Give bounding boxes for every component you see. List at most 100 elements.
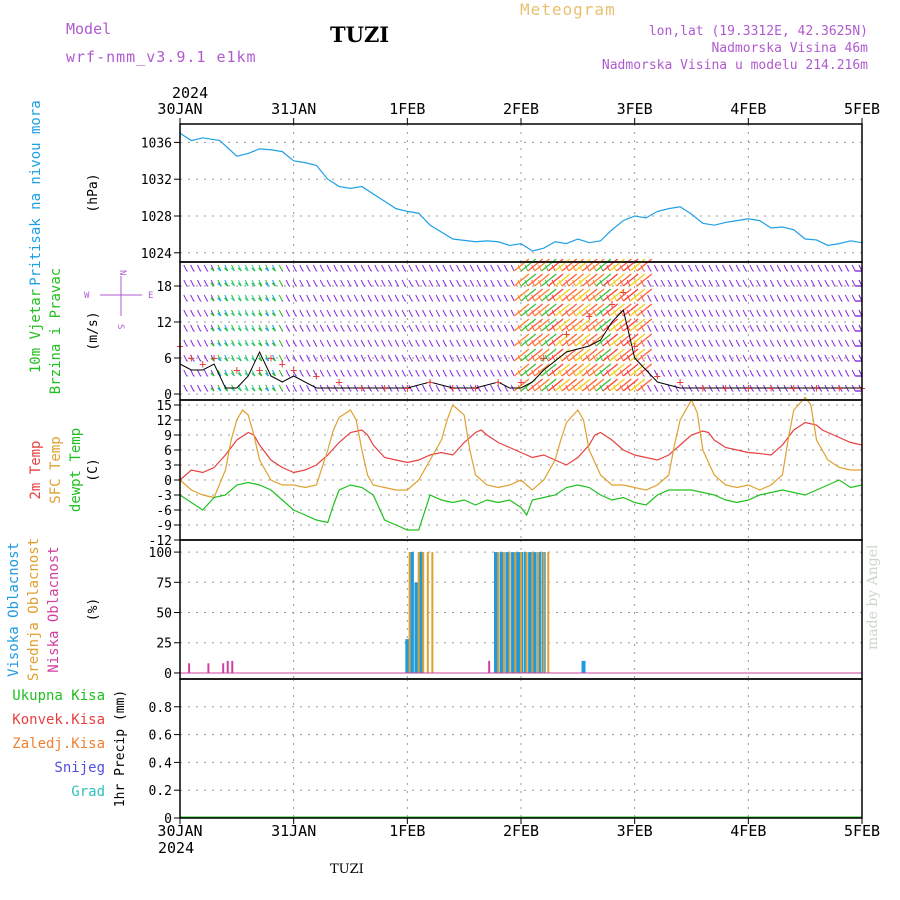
wind-barb-flag <box>469 279 474 287</box>
wind-barb-flag <box>790 279 795 287</box>
wind-barb-flag <box>306 279 311 287</box>
y-tick-label: 0 <box>164 812 172 827</box>
wind-barb-flag <box>333 339 338 347</box>
wind-barb <box>541 363 557 377</box>
wind-barb <box>237 342 242 347</box>
wind-barb-flag <box>394 324 399 332</box>
wind-barb-flag <box>599 369 604 377</box>
wind-barb <box>541 333 557 347</box>
wind-barb <box>217 387 222 392</box>
wind-barb-flag <box>565 384 570 392</box>
wind-barb-flag <box>810 279 815 287</box>
wind-barb <box>609 333 625 347</box>
legend-label: Snijeg <box>54 760 105 776</box>
wind-barb <box>217 327 222 332</box>
wind-barb-flag <box>292 339 297 347</box>
wind-barb-flag <box>422 264 426 272</box>
wind-barb-flag <box>633 339 638 347</box>
wind-gust-marker: + <box>677 375 684 389</box>
wind-barb-flag <box>394 264 399 272</box>
panel-label: Srednja Oblacnost <box>26 538 42 681</box>
wind-barb-flag <box>476 279 481 287</box>
wind-gust-marker: + <box>722 381 729 395</box>
wind-barb-flag <box>803 309 808 317</box>
wind-gust-marker: + <box>449 381 456 395</box>
wind-barb-flag <box>722 264 727 272</box>
wind-barb-flag <box>333 354 338 362</box>
wind-barb-flag <box>299 264 304 272</box>
wind-barb-flag <box>722 354 727 362</box>
wind-barb-flag <box>483 264 488 272</box>
cloud-bar <box>408 552 411 673</box>
wind-barb-flag <box>415 339 420 347</box>
compass-s-label: S <box>115 324 125 329</box>
wind-barb <box>547 348 564 362</box>
wind-barb-flag <box>742 264 747 272</box>
wind-barb-flag <box>790 264 795 272</box>
wind-barb-flag <box>715 309 720 317</box>
wind-barb <box>244 372 249 377</box>
cloud-bar <box>499 552 504 673</box>
wind-barb <box>636 333 653 347</box>
wind-barb-flag <box>299 354 304 362</box>
wind-barb <box>554 378 571 392</box>
wind-barb-flag <box>306 309 311 317</box>
wind-gust-marker: + <box>495 375 502 389</box>
wind-barb-flag <box>517 264 522 272</box>
cloud-bar <box>222 663 225 673</box>
wind-barb <box>541 288 557 302</box>
wind-barb-flag <box>803 354 808 362</box>
cloud-bar <box>502 552 505 673</box>
wind-barb-flag <box>374 324 379 332</box>
cloud-bar <box>505 552 510 673</box>
wind-barb-flag <box>681 369 686 377</box>
wind-barb-flag <box>831 369 836 377</box>
wind-barb-flag <box>503 354 508 362</box>
wind-barb-flag <box>769 354 774 362</box>
wind-barb-flag <box>838 279 842 287</box>
wind-barb-flag <box>585 384 590 392</box>
wind-barb <box>527 258 544 272</box>
wind-barb <box>217 357 222 362</box>
y-tick-label: -6 <box>156 504 172 519</box>
wind-barb <box>541 348 557 362</box>
wind-barb-flag <box>838 309 842 317</box>
y-tick-label: 18 <box>156 280 172 295</box>
wind-barb-flag <box>517 279 522 287</box>
wind-barb-flag <box>456 324 461 332</box>
wind-barb-flag <box>517 324 522 332</box>
wind-barb-flag <box>578 264 583 272</box>
wind-barb-flag <box>544 339 549 347</box>
wind-barb-flag <box>435 384 440 392</box>
wind-barb <box>554 318 571 332</box>
wind-barb-flag <box>544 384 549 392</box>
panel-label: Visoka Oblacnost <box>6 542 22 677</box>
wind-barb-flag <box>326 294 331 302</box>
wind-barb-flag <box>435 294 440 302</box>
wind-barb-flag <box>803 324 808 332</box>
wind-barb-flag <box>749 294 754 302</box>
cloud-bar <box>523 552 528 673</box>
wind-barb-flag <box>408 264 413 272</box>
wind-barb-flag <box>538 279 542 287</box>
series-line-pressure-0 <box>179 132 863 252</box>
wind-barb-flag <box>503 309 508 317</box>
wind-barb-flag <box>565 279 570 287</box>
wind-barb-flag <box>640 339 645 347</box>
wind-gust-marker: + <box>426 375 433 389</box>
wind-barb-flag <box>803 369 808 377</box>
cloud-bar <box>409 552 414 673</box>
wind-barb-flag <box>381 264 386 272</box>
wind-barb-flag <box>783 309 788 317</box>
wind-barb-flag <box>790 294 795 302</box>
wind-barb-flag <box>667 309 672 317</box>
wind-barb <box>244 312 249 317</box>
wind-barb <box>575 333 591 347</box>
wind-barb-flag <box>442 294 447 302</box>
wind-barb <box>622 363 639 377</box>
wind-barb-flag <box>483 354 488 362</box>
wind-barb-flag <box>735 354 740 362</box>
wind-barb-flag <box>476 264 481 272</box>
wind-barb <box>264 297 270 302</box>
